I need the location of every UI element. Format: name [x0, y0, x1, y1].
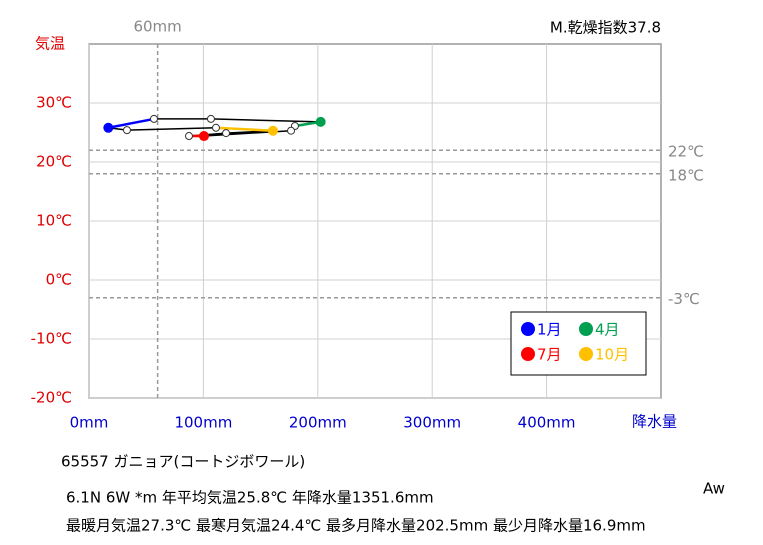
- legend-marker: [579, 347, 593, 361]
- month-point: [211, 123, 220, 132]
- month-point: [103, 122, 114, 133]
- legend-label: 7月: [537, 346, 562, 364]
- month-segment: [108, 117, 155, 130]
- month-point: [206, 114, 215, 123]
- month-point: [222, 129, 231, 138]
- x-tick-label: 300mm: [403, 414, 461, 432]
- x-title: 降水量: [632, 413, 677, 431]
- y-tick-label: 10℃: [36, 212, 72, 230]
- reference-label: 60mm: [133, 18, 181, 36]
- climate-class: Aw: [703, 480, 725, 498]
- x-tick-label: 400mm: [518, 414, 576, 432]
- legend-box: [510, 311, 647, 376]
- month-point: [287, 126, 296, 135]
- legend-marker: [579, 322, 593, 336]
- legend-label: 4月: [595, 321, 620, 339]
- x-tick-label: 100mm: [174, 414, 232, 432]
- month-point: [122, 126, 131, 135]
- info-line: 6.1N 6W *m 年平均気温25.8℃ 年降水量1351.6mm: [66, 489, 434, 507]
- month-point: [149, 114, 158, 123]
- y-title: 気温: [35, 35, 65, 53]
- y-tick-label: 30℃: [36, 94, 72, 112]
- month-point: [315, 116, 326, 127]
- legend-label: 10月: [595, 346, 629, 364]
- legend-label: 1月: [537, 321, 562, 339]
- index-label: M.乾燥指数37.8: [550, 19, 661, 37]
- month-point: [198, 131, 209, 142]
- y-tick-label: -20℃: [31, 389, 72, 407]
- x-tick-label: 200mm: [289, 414, 347, 432]
- y-tick-label: 20℃: [36, 153, 72, 171]
- month-segment: [215, 126, 274, 132]
- legend-marker: [521, 322, 535, 336]
- month-point: [267, 125, 278, 136]
- y-tick-label: 0℃: [46, 271, 72, 289]
- reference-label: 18℃: [668, 166, 704, 184]
- y-tick-label: -10℃: [31, 330, 72, 348]
- x-tick-label: 0mm: [70, 414, 109, 432]
- reference-label: 22℃: [668, 143, 704, 161]
- station: 65557 ガニョア(コートジボワール): [61, 453, 305, 471]
- info-line: 最暖月気温27.3℃ 最寒月気温24.4℃ 最多月降水量202.5mm 最少月降…: [66, 517, 646, 535]
- reference-label: -3℃: [668, 290, 700, 308]
- legend-marker: [521, 347, 535, 361]
- month-point: [184, 132, 193, 141]
